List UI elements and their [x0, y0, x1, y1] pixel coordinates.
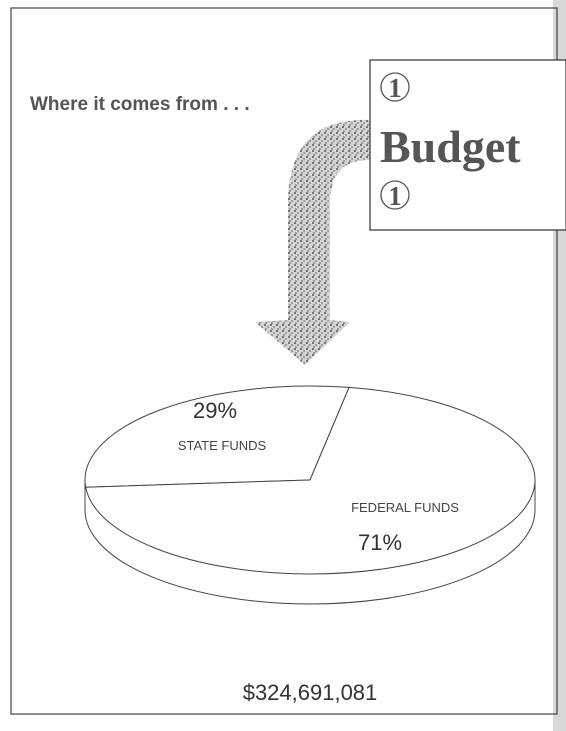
logo-circle	[380, 180, 410, 210]
arrow	[255, 119, 372, 365]
total-label: $324,691,081	[243, 680, 378, 705]
chart-title: Where it comes from . . .	[30, 94, 250, 115]
pie: 29% STATE FUNDS 71% FEDERAL FUNDS	[84, 385, 536, 605]
pie-slice	[85, 386, 536, 575]
logo-box	[369, 59, 566, 231]
value-label: 71%	[358, 530, 402, 555]
category-label: FEDERAL FUNDS	[351, 500, 459, 515]
value-label: 29%	[193, 398, 237, 423]
logo-circle	[380, 72, 410, 102]
logo-number: 1	[388, 181, 402, 211]
category-label: STATE FUNDS	[178, 438, 267, 453]
logo-word: Budget	[380, 121, 521, 172]
pie-slice	[84, 385, 350, 488]
frame	[10, 7, 558, 715]
logo-number: 1	[388, 73, 402, 103]
